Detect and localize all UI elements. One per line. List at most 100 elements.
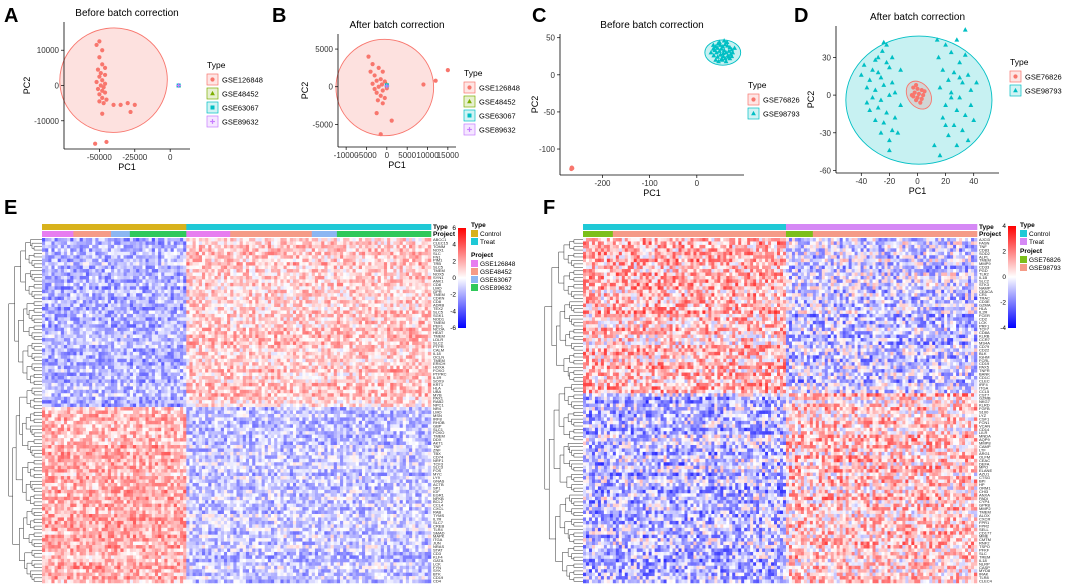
heatmap-cell	[230, 241, 233, 245]
heatmap-cell	[324, 262, 327, 266]
heatmap-cell	[309, 255, 312, 259]
heatmap-cell	[346, 245, 349, 249]
heatmap-cell	[64, 252, 67, 256]
legend-title-C: Type	[748, 80, 767, 90]
heatmap-cell	[117, 245, 120, 249]
data-point-A-0-8	[103, 73, 107, 77]
heatmap-cell	[422, 238, 425, 242]
heatmap-cell	[164, 238, 167, 242]
heatmap-cell	[171, 259, 174, 263]
heatmap-cell	[409, 259, 412, 263]
heatmap-cell	[287, 241, 290, 245]
heatmap-cell	[92, 238, 95, 242]
heatmap-cell	[422, 241, 425, 245]
heatmap-cell	[315, 241, 318, 245]
heatmap-cell	[428, 248, 431, 252]
heatmap-cell	[199, 245, 202, 249]
heatmap-cell	[327, 252, 330, 256]
heatmap-cell	[375, 241, 378, 245]
heatmap-cell	[371, 241, 374, 245]
heatmap-cell	[114, 255, 117, 259]
heatmap-cell	[215, 255, 218, 259]
heatmap-cell	[318, 238, 321, 242]
heatmap-cell	[158, 241, 161, 245]
heatmap-cell	[199, 248, 202, 252]
heatmap-cell	[227, 255, 230, 259]
heatmap-cell	[55, 248, 58, 252]
heatmap-cell	[312, 241, 315, 245]
heatmap-cell	[233, 252, 236, 256]
heatmap-cell	[255, 241, 258, 245]
heatmap-cell	[142, 266, 145, 270]
heatmap-cell	[252, 238, 255, 242]
heatmap-cell	[315, 252, 318, 256]
heatmap-cell	[233, 248, 236, 252]
heatmap-cell	[258, 252, 261, 256]
heatmap-cell	[268, 255, 271, 259]
heatmap-cell	[89, 262, 92, 266]
heatmap-cell	[280, 255, 283, 259]
heatmap-cell	[136, 252, 139, 256]
heatmap-cell	[255, 255, 258, 259]
heatmap-cell	[384, 245, 387, 249]
heatmap-cell	[127, 252, 130, 256]
heatmap-cell	[324, 241, 327, 245]
heatmap-cell	[240, 241, 243, 245]
heatmap-cell	[221, 238, 224, 242]
heatmap-cell	[224, 248, 227, 252]
heatmap-cell	[327, 266, 330, 270]
heatmap-cell	[196, 238, 199, 242]
heatmap-cell	[359, 245, 362, 249]
heatmap-cell	[412, 241, 415, 245]
heatmap-cell	[258, 245, 261, 249]
heatmap-cell	[230, 259, 233, 263]
heatmap-cell	[161, 262, 164, 266]
heatmap-cell	[130, 238, 133, 242]
heatmap-cell	[293, 245, 296, 249]
heatmap-cell	[258, 248, 261, 252]
heatmap-cell	[89, 248, 92, 252]
heatmap-cell	[368, 241, 371, 245]
heatmap-cell	[95, 259, 98, 263]
heatmap-cell	[290, 252, 293, 256]
heatmap-cell	[114, 245, 117, 249]
heatmap-cell	[271, 266, 274, 270]
heatmap-cell	[130, 245, 133, 249]
heatmap-cell	[227, 241, 230, 245]
heatmap-cell	[42, 241, 45, 245]
heatmap-cell	[70, 262, 73, 266]
heatmap-cell	[180, 252, 183, 256]
heatmap-cell	[249, 245, 252, 249]
heatmap-cell	[164, 252, 167, 256]
heatmap-cell	[246, 248, 249, 252]
heatmap-cell	[381, 262, 384, 266]
heatmap-cell	[130, 262, 133, 266]
plot-title-D: After batch correction	[870, 12, 965, 23]
heatmap-cell	[83, 266, 86, 270]
heatmap-cell	[146, 259, 149, 263]
annotation-project-E-6	[312, 231, 337, 237]
heatmap-cell	[371, 245, 374, 249]
heatmap-cell	[343, 245, 346, 249]
heatmap-cell	[315, 259, 318, 263]
heatmap-cell	[428, 245, 431, 249]
heatmap-cell	[252, 248, 255, 252]
heatmap-cell	[365, 248, 368, 252]
heatmap-cell	[393, 238, 396, 242]
heatmap-cell	[58, 262, 61, 266]
heatmap-cell	[189, 248, 192, 252]
heatmap-cell	[83, 245, 86, 249]
annotation-type-E-1	[186, 224, 431, 230]
heatmap-cell	[306, 266, 309, 270]
heatmap-cell	[45, 241, 48, 245]
heatmap-cell	[211, 255, 214, 259]
heatmap-cell	[230, 252, 233, 256]
heatmap-cell	[189, 266, 192, 270]
heatmap-cell	[227, 248, 230, 252]
heatmap-cell	[105, 252, 108, 256]
heatmap-cell	[61, 238, 64, 242]
heatmap-cell	[287, 245, 290, 249]
heatmap-cell	[120, 259, 123, 263]
heatmap-cell	[271, 255, 274, 259]
heatmap-cell	[280, 259, 283, 263]
